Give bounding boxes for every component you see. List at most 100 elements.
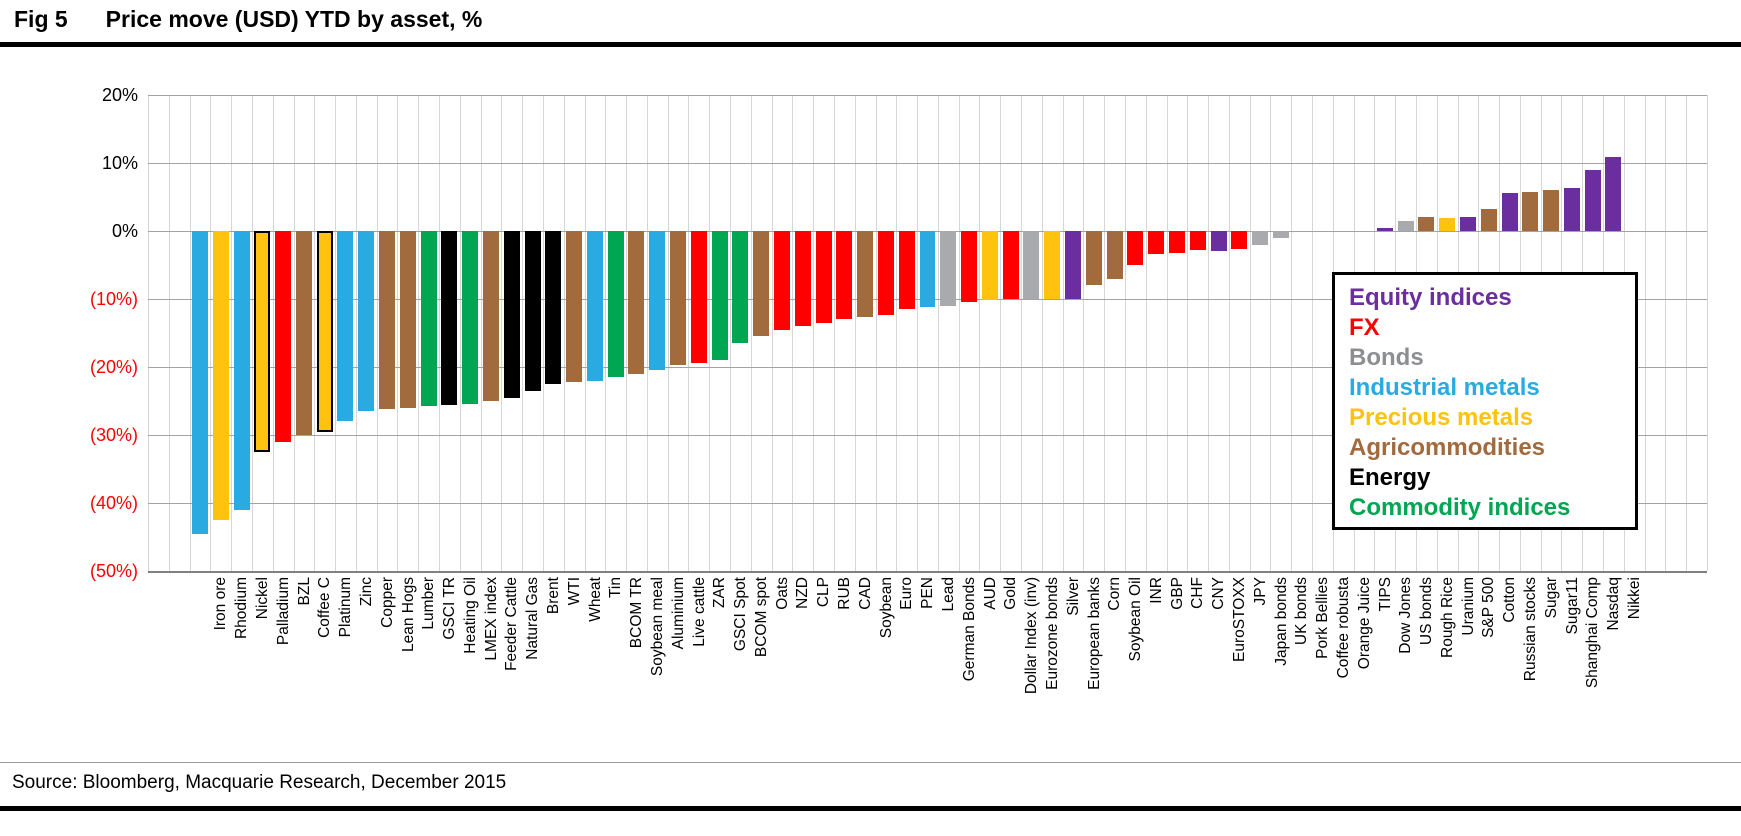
bar-euro [877,231,894,316]
gridline-vertical [355,95,357,571]
x-axis-label: CLP [815,577,833,608]
gridline-vertical [1644,95,1646,571]
figure-title-text: Price move (USD) YTD by asset, % [105,6,483,32]
x-axis-label: Sugar11 [1563,577,1581,635]
x-axis-label: Brent [545,577,563,615]
bar-silver [1044,231,1061,299]
bar-dow-jones [1376,227,1393,231]
x-axis-label: Dollar Index (inv) [1023,577,1041,695]
bar-palladium [254,231,271,452]
x-axis-label: UK bonds [1293,577,1311,646]
x-axis-label: BCOM TR [628,577,646,649]
bar-gsci-tr [420,231,437,407]
bar-japan-bonds [1252,231,1269,245]
gridline-vertical [1270,95,1272,571]
x-axis-label: Wheat [586,577,604,622]
x-axis-label: Japan bonds [1272,577,1290,666]
x-axis-label: Coffee robusta [1334,577,1352,679]
gridline-horizontal [148,163,1707,164]
gridline-vertical [1083,95,1085,571]
gridline-vertical [709,95,711,571]
x-axis-label: GBP [1168,577,1186,610]
x-axis-label: Euro [898,577,916,610]
x-axis-label: Lead [940,577,957,612]
bar-clp [794,231,811,327]
x-axis-label: Nikkei [1625,577,1643,620]
gridline-vertical [958,95,960,571]
bar-bzl [275,231,292,442]
bar-lean-hogs [379,231,396,410]
bar-cotton [1480,209,1497,231]
y-axis-tick-label: (20%) [89,357,138,377]
x-axis-label: Soybean meal [648,577,666,677]
footer-rule [0,806,1741,811]
x-axis-label: US bonds [1418,577,1436,646]
x-axis-label: Uranium [1459,577,1477,636]
gridline-vertical [688,95,690,571]
x-axis-label: Pork Bellies [1314,577,1332,659]
gridline-vertical [1041,95,1043,571]
bar-uk-bonds [1272,231,1289,238]
bar-rough-rice [1418,216,1435,231]
bar-nzd [774,231,790,330]
y-axis-tick-label: (50%) [89,561,138,581]
x-axis-label: Dow Jones [1397,577,1415,654]
y-axis-tick-label: 20% [101,85,138,105]
x-axis-label: AUD [981,577,999,610]
x-axis-label: Lumber [420,577,438,630]
bar-bcom-spot [732,231,749,344]
bar-aud [961,231,978,303]
y-axis-tick-label: 0% [111,221,138,241]
x-axis-label: Gold [1002,577,1020,610]
y-axis-tick-label: (40%) [89,493,138,513]
x-axis-label: Natural Gas [524,577,542,660]
x-axis-label: Rhodium [233,577,251,640]
bar-feeder-cattle [482,231,499,401]
gridline-vertical [459,95,461,571]
gridline-vertical [418,95,420,571]
x-axis-label: CNY [1210,577,1228,610]
figure-number: Fig 5 [14,6,68,32]
bar-inr [1127,231,1144,265]
gridline-horizontal [148,435,1707,436]
gridline-vertical [605,95,607,571]
x-axis-label: Heating Oil [461,577,479,654]
x-axis-label: Lean Hogs [399,577,417,652]
gridline-vertical [813,95,815,571]
gridline-vertical [293,95,295,571]
x-axis-label: ZAR [711,577,729,608]
bar-iron-ore [191,231,208,534]
gridline-vertical [439,95,440,571]
x-axis-label: Zinc [357,577,375,607]
gridline-vertical [251,95,253,571]
title-rule [0,42,1741,47]
x-axis-label: Shanghai Comp [1584,577,1602,689]
gridline-vertical [1208,95,1210,571]
gridline-vertical [1145,95,1147,571]
bar-eurozone-bonds [1023,231,1040,299]
x-axis-label: Soybean Oil [1127,577,1145,662]
x-axis-label: RUB [836,577,854,610]
bar-sugar [1522,191,1539,231]
gridline-vertical [854,95,856,571]
bar-rub [815,231,832,323]
gridline-vertical [231,95,233,571]
gridline-vertical [667,95,669,571]
bar-gold [981,231,998,301]
x-axis-label: TIPS [1376,577,1394,612]
gridline-vertical [1686,95,1688,571]
bar-wti [545,231,562,384]
bar-corn [1085,231,1102,286]
gridline-vertical [792,95,794,571]
legend-item-industrial: Industrial metals [1349,374,1540,401]
gridline-vertical [1312,95,1314,571]
gridline-vertical [1104,95,1106,571]
x-axis-label: BZL [295,577,313,606]
gridline-vertical [335,95,337,571]
x-axis-label: WTI [565,577,583,606]
legend-item-agri: Agricommodities [1349,434,1546,461]
x-axis-label: INR [1147,577,1165,604]
x-axis-label: German Bonds [960,577,978,682]
x-axis-label: Live cattle [690,577,708,647]
x-axis-label: CHF [1189,577,1207,609]
